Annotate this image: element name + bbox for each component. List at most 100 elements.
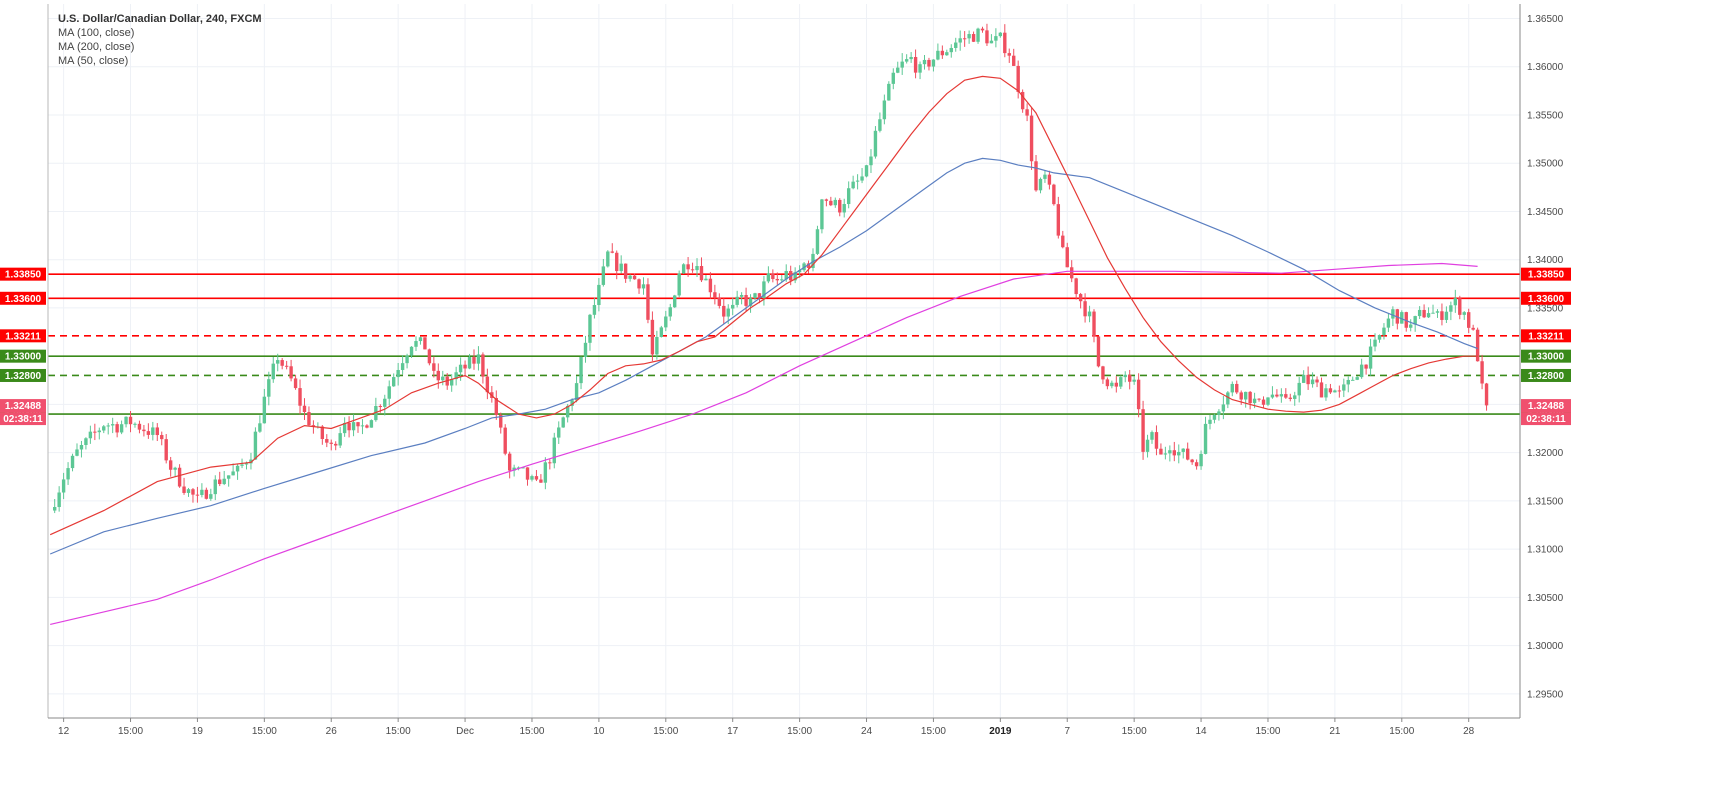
candle-body [1346, 379, 1350, 385]
candle-body [1128, 374, 1132, 382]
x-tick-label: 2019 [989, 726, 1012, 737]
ma-50-line [49, 75, 1478, 536]
candle-body [1105, 379, 1110, 387]
candle-body [1409, 324, 1413, 328]
candle-body [606, 251, 610, 267]
candle-body [244, 463, 249, 465]
candle-body [400, 363, 405, 370]
candle-body [994, 36, 998, 41]
candle-body [1297, 382, 1301, 396]
candle-body [423, 337, 427, 350]
candle-body [1248, 391, 1252, 404]
candle-body [1266, 397, 1270, 405]
candle-body [1208, 419, 1212, 424]
candle-body [601, 266, 606, 285]
candle-body [998, 32, 1003, 37]
x-tick-label: 15:00 [787, 726, 812, 737]
price-tag-right [1521, 399, 1571, 413]
candle-body [1190, 459, 1194, 463]
candle-body [927, 59, 931, 67]
candle-body [258, 423, 262, 432]
candle-body [1168, 450, 1172, 454]
candle-body [213, 479, 217, 495]
candle-body [142, 429, 146, 432]
candle-body [846, 188, 851, 205]
candle-body [124, 416, 128, 425]
x-tick-label: 15:00 [653, 726, 678, 737]
candle-body [686, 264, 690, 270]
candle-body [1351, 379, 1355, 381]
candle-body [1226, 392, 1230, 405]
candle-body [1047, 174, 1052, 185]
candle-body [1301, 374, 1306, 383]
candle-body [1070, 267, 1074, 279]
candle-body [681, 264, 686, 274]
horizontal-levels [48, 273, 1520, 415]
candle-body [1221, 404, 1226, 412]
candle-body [971, 34, 976, 42]
candle-body [133, 423, 137, 425]
candle-body [1038, 178, 1043, 191]
candle-body [338, 433, 342, 446]
candle-body [592, 305, 597, 315]
candle-body [1212, 414, 1217, 420]
candle-body [1243, 391, 1248, 400]
candle-body [913, 56, 918, 73]
candle-body [307, 412, 311, 426]
candle-body [226, 475, 231, 479]
moving-averages [49, 75, 1478, 625]
level-tag-left [0, 329, 46, 343]
candle-body [1020, 91, 1025, 110]
candle-body [766, 273, 771, 282]
countdown-tag-left [0, 412, 46, 426]
candle-body [79, 444, 84, 450]
x-tick-label: 14 [1196, 726, 1208, 737]
candle-body [909, 56, 913, 60]
candle-body [284, 365, 289, 367]
ma-100-line [49, 157, 1478, 555]
candle-body [467, 357, 472, 369]
candle-body [52, 507, 57, 511]
y-tick-label: 1.36000 [1527, 62, 1564, 73]
candle-body [1333, 390, 1337, 393]
candle-body [1484, 383, 1489, 406]
candle-body [539, 479, 543, 483]
candle-body [949, 47, 953, 53]
candle-body [1368, 346, 1373, 369]
candle-body [1257, 398, 1261, 400]
candle-body [1181, 448, 1185, 452]
y-tick-label: 1.31000 [1527, 545, 1564, 556]
candle-body [762, 281, 766, 299]
countdown-tag-right [1521, 412, 1571, 426]
candle-body [253, 431, 258, 460]
candle-body [989, 40, 994, 44]
candle-body [271, 363, 275, 380]
candle-body [735, 296, 739, 305]
candle-body [449, 379, 454, 386]
candle-body [115, 424, 119, 433]
candle-body [708, 278, 713, 293]
candle-body [1404, 312, 1408, 328]
candle-body [918, 64, 922, 73]
level-tag-left-label: 1.33211 [5, 331, 41, 342]
candle-body [289, 366, 293, 379]
candle-body [84, 438, 88, 445]
x-tick-label: 26 [326, 726, 338, 737]
candle-body [717, 297, 722, 306]
candle-body [797, 270, 802, 273]
candle-body [186, 489, 191, 493]
candle-body [641, 284, 646, 289]
candle-body [1324, 388, 1328, 398]
candle-body [855, 180, 860, 182]
candle-body [1386, 318, 1391, 328]
candle-body [481, 354, 485, 377]
x-tick-label: 15:00 [1122, 726, 1147, 737]
candle-body [1435, 311, 1440, 313]
candle-body [548, 462, 552, 464]
candle-body [552, 437, 556, 464]
candle-body [414, 341, 418, 347]
candle-body [945, 52, 949, 56]
candle-body [1065, 247, 1069, 268]
